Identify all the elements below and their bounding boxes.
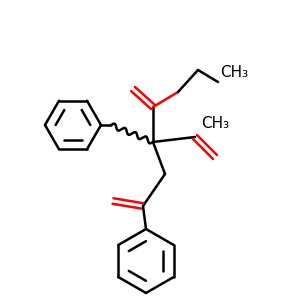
Text: CH₃: CH₃: [201, 116, 229, 130]
Text: CH₃: CH₃: [220, 65, 248, 80]
